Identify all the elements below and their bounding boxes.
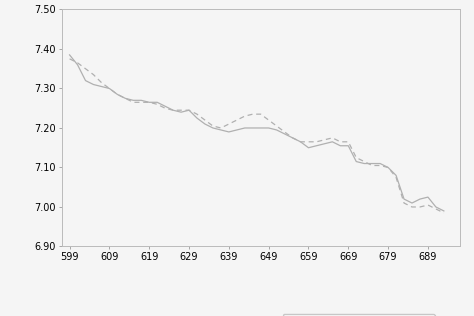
Predicted	[130, 100, 136, 104]
Predicted	[274, 124, 280, 128]
Predicted	[298, 140, 303, 144]
Actual	[298, 140, 303, 144]
Actual	[314, 144, 319, 148]
Predicted	[425, 203, 431, 207]
Actual	[75, 63, 81, 67]
Actual	[170, 108, 176, 112]
Actual	[361, 162, 367, 166]
Predicted	[361, 160, 367, 163]
Predicted	[146, 100, 152, 104]
Predicted	[218, 126, 224, 130]
Predicted	[234, 118, 240, 122]
Predicted	[91, 73, 96, 76]
Predicted	[433, 207, 439, 211]
Predicted	[393, 175, 399, 179]
Actual	[250, 126, 255, 130]
Predicted	[346, 140, 351, 144]
Predicted	[178, 108, 184, 112]
Predicted	[314, 140, 319, 144]
Predicted	[250, 112, 255, 116]
Actual	[67, 53, 73, 57]
Actual	[282, 132, 287, 136]
Actual	[266, 126, 272, 130]
Actual	[321, 142, 327, 146]
Predicted	[321, 138, 327, 142]
Actual	[122, 96, 128, 100]
Actual	[369, 162, 375, 166]
Actual	[130, 99, 136, 102]
Predicted	[266, 118, 272, 122]
Actual	[385, 166, 391, 169]
Predicted	[329, 136, 335, 140]
Actual	[393, 173, 399, 177]
Predicted	[155, 102, 160, 106]
Predicted	[210, 124, 216, 128]
Actual	[409, 201, 415, 205]
Predicted	[385, 166, 391, 169]
Predicted	[186, 108, 192, 112]
Predicted	[99, 81, 104, 84]
Line: Predicted: Predicted	[70, 59, 444, 213]
Actual	[178, 110, 184, 114]
Actual	[99, 85, 104, 88]
Actual	[401, 197, 407, 201]
Predicted	[122, 96, 128, 100]
Actual	[242, 126, 247, 130]
Predicted	[337, 140, 343, 144]
Actual	[337, 144, 343, 148]
Predicted	[202, 118, 208, 122]
Predicted	[369, 164, 375, 167]
Actual	[107, 87, 112, 90]
Predicted	[82, 67, 88, 71]
Predicted	[354, 156, 359, 160]
Predicted	[138, 100, 144, 104]
Predicted	[115, 93, 120, 96]
Actual	[146, 100, 152, 104]
Predicted	[290, 136, 295, 140]
Predicted	[417, 205, 423, 209]
Actual	[138, 99, 144, 102]
Actual	[91, 83, 96, 87]
Actual	[210, 126, 216, 130]
Line: Actual: Actual	[70, 55, 444, 211]
Predicted	[282, 130, 287, 134]
Predicted	[194, 112, 200, 116]
Actual	[115, 93, 120, 96]
Legend: Actual, Predicted: Actual, Predicted	[283, 314, 435, 316]
Predicted	[67, 57, 73, 61]
Actual	[82, 79, 88, 82]
Actual	[218, 128, 224, 132]
Actual	[234, 128, 240, 132]
Actual	[155, 100, 160, 104]
Actual	[194, 116, 200, 120]
Actual	[346, 144, 351, 148]
Actual	[274, 128, 280, 132]
Predicted	[162, 106, 168, 110]
Actual	[329, 140, 335, 144]
Predicted	[306, 140, 311, 144]
Predicted	[75, 61, 81, 65]
Predicted	[409, 205, 415, 209]
Actual	[354, 160, 359, 163]
Predicted	[401, 201, 407, 205]
Actual	[162, 104, 168, 108]
Actual	[306, 146, 311, 150]
Actual	[433, 205, 439, 209]
Predicted	[258, 112, 264, 116]
Actual	[202, 122, 208, 126]
Predicted	[226, 122, 232, 126]
Predicted	[441, 211, 447, 215]
Actual	[258, 126, 264, 130]
Actual	[441, 209, 447, 213]
Predicted	[377, 164, 383, 167]
Predicted	[107, 87, 112, 90]
Predicted	[170, 108, 176, 112]
Actual	[425, 195, 431, 199]
Actual	[290, 136, 295, 140]
Actual	[226, 130, 232, 134]
Actual	[377, 162, 383, 166]
Actual	[417, 197, 423, 201]
Actual	[186, 108, 192, 112]
Predicted	[242, 114, 247, 118]
